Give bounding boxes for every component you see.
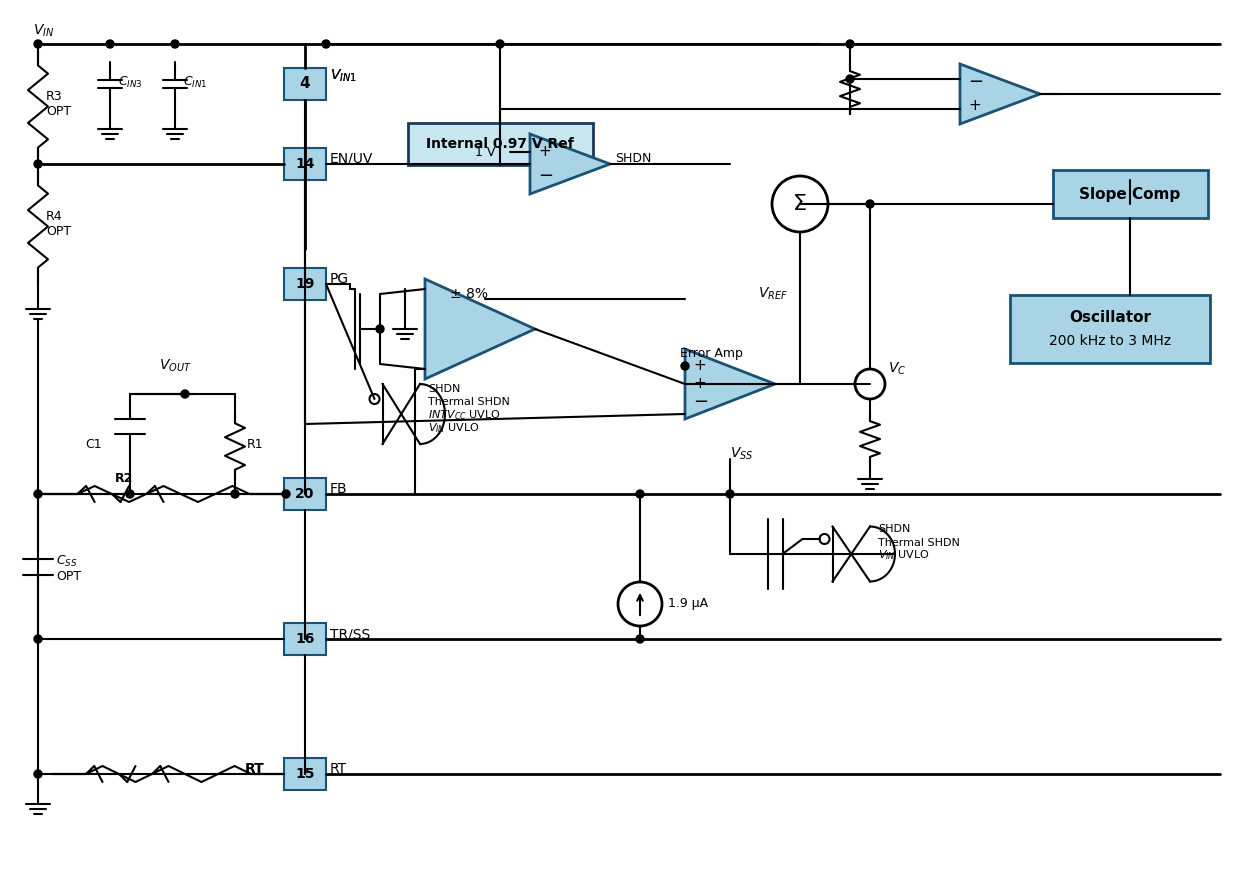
Text: $V_{IN}$: $V_{IN}$ [33, 23, 54, 39]
FancyBboxPatch shape [407, 123, 593, 165]
FancyBboxPatch shape [285, 623, 327, 655]
Circle shape [106, 40, 114, 48]
Circle shape [33, 770, 42, 778]
Polygon shape [685, 349, 776, 419]
Text: EN/UV: EN/UV [330, 152, 374, 166]
Text: $V_{REF}$: $V_{REF}$ [758, 286, 788, 302]
Text: 20: 20 [296, 487, 314, 501]
Circle shape [866, 200, 875, 208]
Circle shape [636, 490, 644, 498]
Circle shape [33, 40, 42, 48]
FancyBboxPatch shape [285, 758, 327, 790]
Circle shape [772, 176, 828, 232]
Circle shape [282, 490, 289, 498]
Circle shape [33, 490, 42, 498]
Text: C1: C1 [85, 438, 101, 451]
Text: 19: 19 [296, 277, 314, 291]
Circle shape [726, 490, 734, 498]
Text: Σ: Σ [793, 194, 807, 214]
FancyBboxPatch shape [285, 148, 327, 180]
Polygon shape [960, 64, 1040, 124]
Circle shape [496, 40, 503, 48]
Circle shape [171, 40, 179, 48]
Text: Thermal SHDN: Thermal SHDN [428, 397, 510, 407]
Text: RT: RT [245, 762, 265, 776]
Text: ± 8%: ± 8% [450, 287, 489, 301]
Text: +: + [538, 144, 550, 159]
FancyBboxPatch shape [285, 478, 327, 510]
Text: R4
OPT: R4 OPT [46, 210, 71, 238]
Text: $V_{IN}$ UVLO: $V_{IN}$ UVLO [428, 421, 480, 435]
Text: $V_{IN1}$: $V_{IN1}$ [330, 68, 356, 84]
Text: $V_{IN1}$: $V_{IN1}$ [330, 68, 356, 84]
Text: Oscillator: Oscillator [1069, 309, 1150, 324]
Circle shape [231, 490, 239, 498]
Text: +: + [693, 377, 706, 392]
Text: −: − [969, 73, 983, 91]
Text: 4: 4 [299, 77, 310, 92]
Text: $V_{SS}$: $V_{SS}$ [730, 446, 753, 462]
FancyBboxPatch shape [285, 268, 327, 300]
Circle shape [682, 362, 689, 370]
Text: R2: R2 [115, 473, 134, 485]
Circle shape [126, 490, 134, 498]
Text: TR/SS: TR/SS [330, 627, 370, 641]
Text: $V_{IN}$ UVLO: $V_{IN}$ UVLO [878, 549, 930, 562]
Text: 15: 15 [296, 767, 314, 781]
FancyBboxPatch shape [285, 68, 327, 100]
Text: $V_{OUT}$: $V_{OUT}$ [158, 358, 192, 374]
Text: −: − [693, 393, 708, 411]
Text: OPT: OPT [56, 570, 82, 583]
Text: SHDN: SHDN [878, 524, 910, 535]
Polygon shape [529, 134, 610, 194]
Text: −: − [538, 167, 553, 185]
Text: SHDN: SHDN [428, 384, 460, 394]
Polygon shape [426, 279, 534, 379]
Circle shape [181, 390, 189, 398]
Text: +: + [969, 98, 981, 113]
Circle shape [636, 635, 644, 643]
Text: 16: 16 [296, 632, 314, 646]
Text: +: + [693, 359, 706, 374]
Circle shape [322, 40, 330, 48]
Text: $C_{IN3}$: $C_{IN3}$ [118, 74, 142, 89]
Text: PG: PG [330, 272, 349, 286]
Text: R3
OPT: R3 OPT [46, 90, 71, 118]
Text: $INTV_{CC}$ UVLO: $INTV_{CC}$ UVLO [428, 408, 501, 422]
Circle shape [846, 40, 854, 48]
Text: 200 kHz to 3 MHz: 200 kHz to 3 MHz [1049, 334, 1171, 348]
Text: 14: 14 [296, 157, 314, 171]
Circle shape [855, 369, 884, 399]
Circle shape [819, 534, 830, 544]
Circle shape [33, 160, 42, 168]
Text: Thermal SHDN: Thermal SHDN [878, 537, 960, 547]
Circle shape [846, 75, 854, 83]
Text: Slope Comp: Slope Comp [1080, 187, 1180, 202]
Circle shape [370, 394, 380, 404]
Text: 1.9 μA: 1.9 μA [668, 598, 708, 611]
Text: 1 V: 1 V [475, 146, 495, 158]
Text: SHDN: SHDN [615, 153, 652, 165]
Text: FB: FB [330, 482, 348, 496]
Text: $V_C$: $V_C$ [888, 361, 907, 377]
Text: Error Amp: Error Amp [680, 347, 743, 361]
Text: RT: RT [330, 762, 348, 776]
Text: Internal 0.97 V Ref: Internal 0.97 V Ref [426, 137, 574, 151]
Text: $C_{SS}$: $C_{SS}$ [56, 554, 78, 569]
Circle shape [376, 325, 383, 333]
Text: R1: R1 [247, 438, 263, 451]
FancyBboxPatch shape [1053, 170, 1207, 218]
Text: $C_{IN1}$: $C_{IN1}$ [183, 74, 208, 89]
FancyBboxPatch shape [1009, 295, 1210, 363]
Circle shape [618, 582, 662, 626]
Circle shape [33, 635, 42, 643]
